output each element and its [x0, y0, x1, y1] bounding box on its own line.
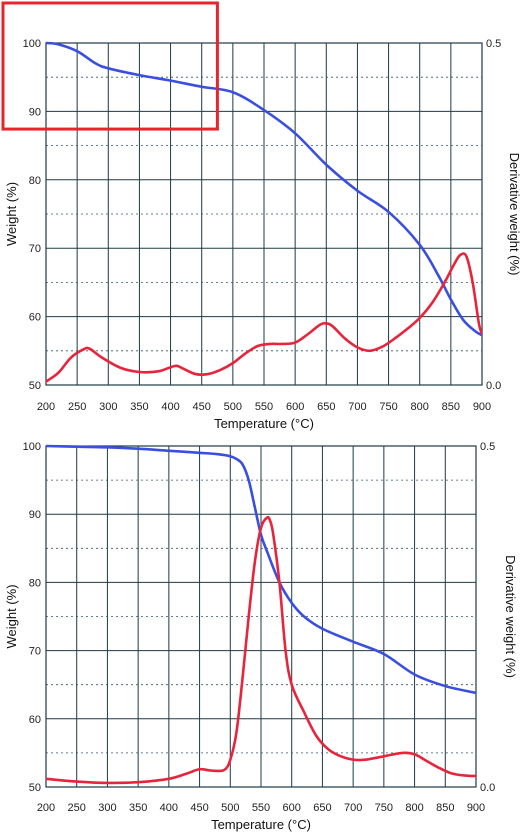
x-tick-label: 800 [411, 401, 429, 413]
x-tick-label: 300 [98, 802, 116, 814]
weight-line [46, 444, 476, 695]
chart-top: 200 250 300 350 400 450 500 550 600 650 700 750 800 8… [1, 1, 520, 431]
y-left-tick-label: 80 [29, 577, 41, 589]
y-right-tick-label: 0.0 [480, 782, 495, 794]
x-tick-label: 750 [375, 802, 393, 814]
highlight-box [1, 1, 219, 131]
y-left-axis-label: Weight (%) [4, 182, 19, 246]
x-tick-label: 250 [68, 802, 86, 814]
y-left-tick-label: 70 [29, 243, 41, 255]
x-axis-label: Temperature (°C) [214, 416, 314, 431]
y-left-tick-label: 90 [29, 509, 41, 521]
x-tick-label: 550 [252, 802, 270, 814]
x-tick-label: 750 [379, 401, 397, 413]
y-right-tick-label: 0.5 [486, 38, 501, 50]
x-tick-label: 600 [286, 401, 304, 413]
x-tick-label: 600 [283, 802, 301, 814]
x-tick-label: 550 [255, 401, 273, 413]
x-tick-label: 900 [467, 802, 485, 814]
x-tick-label: 700 [348, 401, 366, 413]
y-left-tick-label: 60 [29, 714, 41, 726]
chart-bottom: 200 250 300 350 400 450 500 550 600 650 700 750 800 8… [4, 441, 518, 832]
x-tick-label: 350 [130, 401, 148, 413]
x-tick-label: 200 [37, 802, 55, 814]
y-left-tick-label: 90 [29, 106, 41, 118]
x-tick-label: 700 [344, 802, 362, 814]
x-tick-label: 900 [473, 401, 491, 413]
y-left-tick-label: 50 [29, 782, 41, 794]
derivative-weight-line [46, 515, 476, 785]
y-right-tick-label: 0.0 [486, 380, 501, 392]
y-left-tick-label: 50 [29, 380, 41, 392]
y-right-tick-label: 0.5 [480, 441, 495, 453]
plot-frame [45, 42, 483, 386]
x-tick-label: 850 [442, 401, 460, 413]
x-axis-label: Temperature (°C) [211, 817, 311, 832]
weight-line [46, 41, 482, 337]
x-tick-label: 500 [224, 401, 242, 413]
x-tick-label: 650 [313, 802, 331, 814]
x-tick-label: 350 [129, 802, 147, 814]
x-tick-label: 500 [221, 802, 239, 814]
x-tick-label: 800 [405, 802, 423, 814]
y-left-tick-label: 80 [29, 175, 41, 187]
x-tick-label: 450 [193, 401, 211, 413]
y-left-tick-label: 70 [29, 646, 41, 658]
x-tick-label: 400 [160, 802, 178, 814]
y-left-tick-label: 100 [23, 38, 41, 50]
x-tick-label: 450 [190, 802, 208, 814]
y-left-axis-label: Weight (%) [4, 584, 19, 648]
y-left-tick-label: 60 [29, 312, 41, 324]
x-tick-label: 300 [99, 401, 117, 413]
derivative-weight-line [46, 252, 482, 383]
x-tick-label: 200 [37, 401, 55, 413]
plot-frame [45, 445, 477, 788]
x-tick-label: 250 [68, 401, 86, 413]
x-tick-label: 400 [161, 401, 179, 413]
x-tick-label: 650 [317, 401, 335, 413]
y-right-axis-label: Derivative weight (%) [503, 555, 518, 678]
y-right-axis-label: Derivative weight (%) [507, 153, 520, 276]
y-left-tick-label: 100 [23, 441, 41, 453]
x-tick-label: 850 [436, 802, 454, 814]
